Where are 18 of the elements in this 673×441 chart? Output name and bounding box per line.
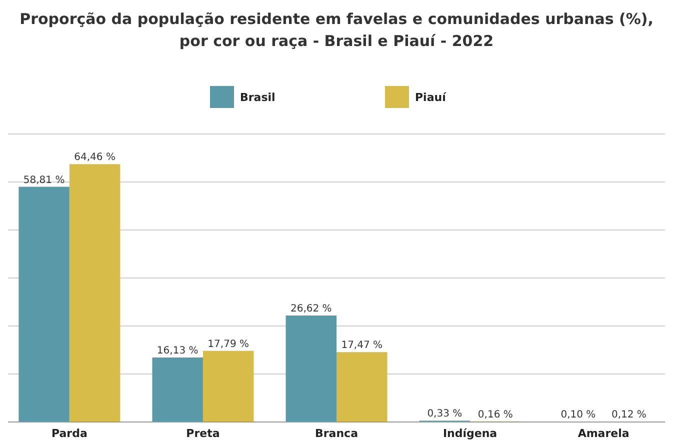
data-label: 0,10 % bbox=[560, 410, 596, 421]
data-label: 0,12 % bbox=[611, 410, 646, 421]
legend-label: Brasil bbox=[240, 91, 276, 104]
data-label: 0,16 % bbox=[478, 409, 513, 420]
data-label: 17,79 % bbox=[208, 338, 249, 350]
x-tick-label: Indígena bbox=[442, 427, 498, 440]
legend-label: Piauí bbox=[415, 91, 448, 104]
data-label: 0,33 % bbox=[427, 408, 462, 420]
x-tick-label: Branca bbox=[314, 427, 358, 440]
x-tick-label: Parda bbox=[51, 427, 88, 440]
x-tick-label: Amarela bbox=[578, 427, 630, 440]
data-label: 26,62 % bbox=[290, 304, 332, 315]
data-label: 58,81 % bbox=[23, 174, 65, 186]
data-label: 64,46 % bbox=[74, 152, 116, 164]
x-tick-label: Preta bbox=[186, 427, 220, 440]
chart-title: Proporção da população residente em favelas e comunidades urbanas (%), por cor ou raça - Brasil e Piauí - 2022 bbox=[20, 10, 654, 50]
data-label: 17,47 % bbox=[341, 340, 383, 352]
data-label: 16,13 % bbox=[156, 345, 198, 356]
